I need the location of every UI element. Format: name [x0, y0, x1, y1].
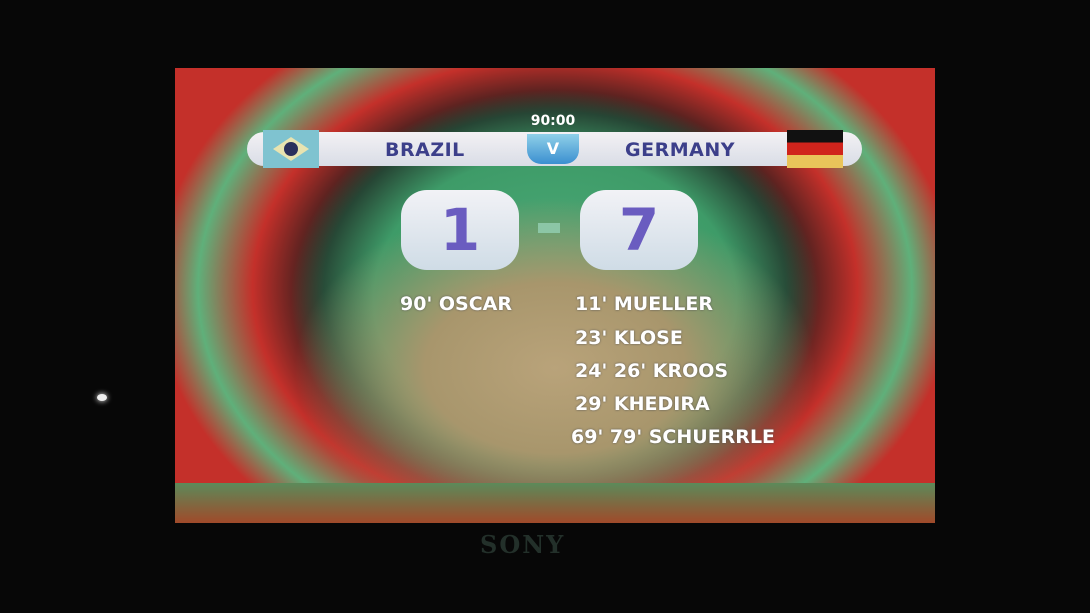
- home-scorer: 90' OSCAR: [400, 293, 512, 315]
- away-scorer: 23' KLOSE: [575, 327, 683, 349]
- away-scorer: 11' MUELLER: [575, 293, 714, 315]
- match-clock: 90:00: [530, 113, 576, 129]
- germany-flag-icon: [787, 130, 843, 168]
- away-scorer: 24' 26' KROOS: [575, 360, 729, 382]
- away-score: 7: [580, 190, 698, 270]
- away-scorer: 29' KHEDIRA: [575, 393, 710, 415]
- away-team: GERMANY: [625, 139, 735, 161]
- home-score: 1: [401, 190, 519, 270]
- brazil-flag-icon: [263, 130, 319, 168]
- score-separator: [538, 223, 560, 233]
- sponsor-logo: SONY: [480, 530, 566, 559]
- home-team: BRAZIL: [385, 139, 465, 161]
- away-scorer: 69' 79' SCHUERRLE: [571, 426, 776, 448]
- stadium-light: [97, 394, 107, 401]
- scoreboard-screen: 90:00 BRAZIL V GERMANY 1 7 90' OSCAR 11'…: [175, 68, 935, 523]
- versus-badge: V: [527, 134, 579, 164]
